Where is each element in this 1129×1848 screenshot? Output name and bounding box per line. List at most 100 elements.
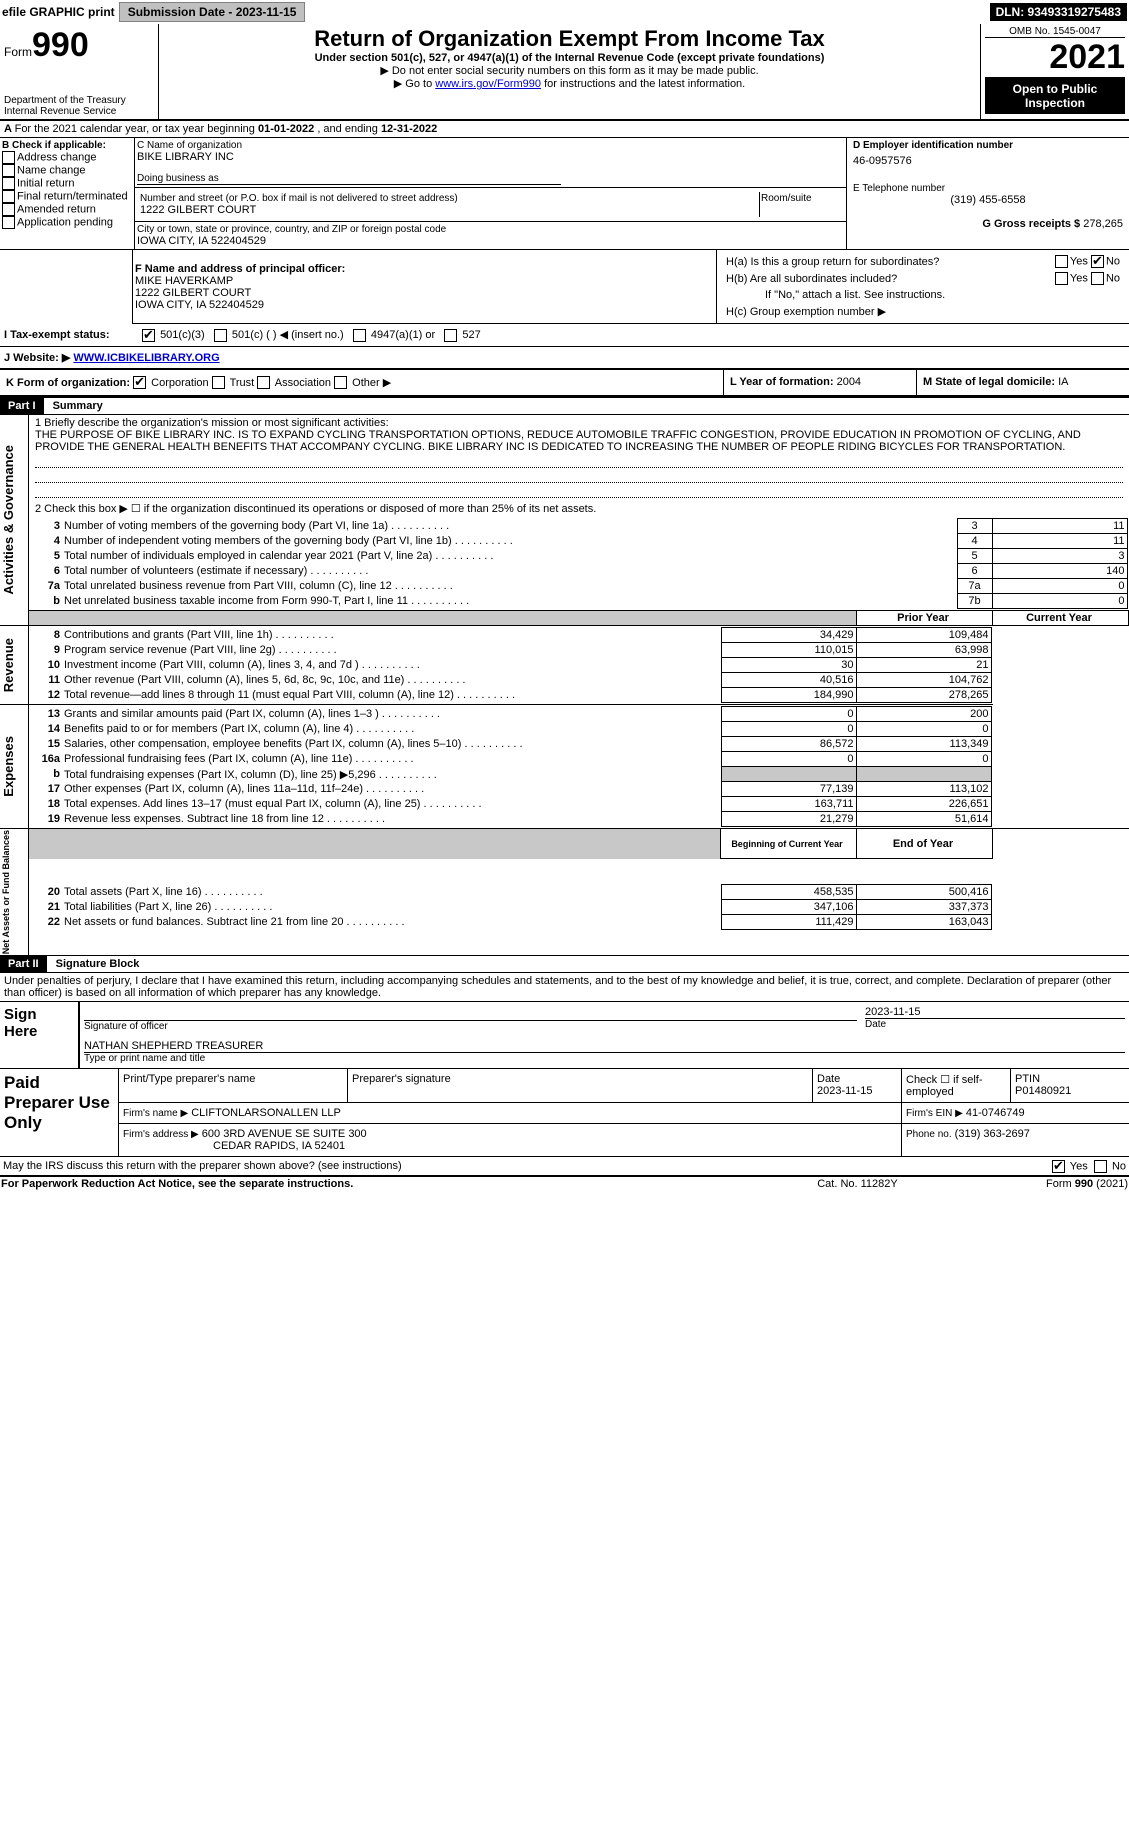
addr-label: Number and street (or P.O. box if mail i… <box>140 193 756 204</box>
ssn-note: ▶ Do not enter social security numbers o… <box>163 64 976 77</box>
chk-initial-lbl: Initial return <box>17 177 74 189</box>
c-name-label: C Name of organization <box>137 140 844 151</box>
org-name: BIKE LIBRARY INC <box>137 151 844 163</box>
a-end: 12-31-2022 <box>381 123 437 135</box>
firm-addr2: CEDAR RAPIDS, IA 52401 <box>123 1140 345 1152</box>
q1: 1 Briefly describe the organization's mi… <box>35 417 1123 429</box>
declaration: Under penalties of perjury, I declare th… <box>0 973 1129 1002</box>
hb-yes[interactable] <box>1055 272 1068 285</box>
i-501c[interactable] <box>214 329 227 342</box>
ha-yes[interactable] <box>1055 255 1068 268</box>
part1-title: Summary <box>47 400 103 412</box>
firm-name: CLIFTONLARSONALLEN LLP <box>191 1107 341 1119</box>
officer-name: MIKE HAVERKAMP <box>135 275 714 287</box>
form-subtitle: Under section 501(c), 527, or 4947(a)(1)… <box>163 52 976 64</box>
irs-link[interactable]: www.irs.gov/Form990 <box>435 78 541 90</box>
hb-no[interactable] <box>1091 272 1104 285</box>
may-yes-lbl: Yes <box>1070 1161 1088 1173</box>
may-yes[interactable] <box>1052 1160 1065 1173</box>
may-no[interactable] <box>1094 1160 1107 1173</box>
side-net: Net Assets or Fund Balances <box>1 830 11 954</box>
part1-tag: Part I <box>0 398 44 414</box>
footer-year: 2021 <box>1100 1178 1124 1190</box>
chk-amended[interactable]: Amended return <box>2 203 132 216</box>
k-other[interactable] <box>334 376 347 389</box>
i-501c3[interactable] <box>142 329 155 342</box>
hb-no-lbl: No <box>1106 272 1120 284</box>
summary-row: 13 Grants and similar amounts paid (Part… <box>30 707 991 722</box>
summary-row: 22 Net assets or fund balances. Subtract… <box>30 915 991 930</box>
k-label: K Form of organization: <box>6 377 130 389</box>
k-corp[interactable] <box>133 376 146 389</box>
j-label: J Website: ▶ <box>4 352 70 364</box>
chk-namechange[interactable]: Name change <box>2 164 132 177</box>
chk-address[interactable]: Address change <box>2 151 132 164</box>
m-val: IA <box>1058 376 1068 388</box>
f-label: F Name and address of principal officer: <box>135 263 714 275</box>
officer-name-title: NATHAN SHEPHERD TREASURER <box>84 1040 1125 1053</box>
col-prior: Prior Year <box>857 611 993 626</box>
col-curr: Current Year <box>993 611 1129 626</box>
chk-pending[interactable]: Application pending <box>2 216 132 229</box>
i-501c-lbl: 501(c) ( ) ◀ (insert no.) <box>232 329 344 341</box>
sig-officer-lbl: Signature of officer <box>84 1021 857 1032</box>
summary-row: 21 Total liabilities (Part X, line 26) 3… <box>30 900 991 915</box>
officer-addr2: IOWA CITY, IA 522404529 <box>135 299 714 311</box>
room-label: Room/suite <box>759 192 842 217</box>
sign-here: Sign Here <box>0 1002 79 1069</box>
chk-pending-lbl: Application pending <box>17 216 113 228</box>
i-527[interactable] <box>444 329 457 342</box>
summary-row: 20 Total assets (Part X, line 16) 458,53… <box>30 885 991 900</box>
sig-date-lbl: Date <box>865 1019 1125 1030</box>
summary-row: 18 Total expenses. Add lines 13–17 (must… <box>30 797 991 812</box>
m-label: M State of legal domicile: <box>923 376 1055 388</box>
may-discuss: May the IRS discuss this return with the… <box>3 1160 402 1172</box>
part2-tag: Part II <box>0 956 47 972</box>
firm-ein-lbl: Firm's EIN ▶ <box>906 1108 963 1119</box>
side-expenses: Expenses <box>1 736 16 797</box>
summary-row: 7a Total unrelated business revenue from… <box>30 579 1127 594</box>
footer-right: Form 990 (2021) <box>947 1177 1129 1191</box>
k-assoc[interactable] <box>257 376 270 389</box>
dept-label: Department of the Treasury <box>4 95 154 106</box>
firm-phone: (319) 363-2697 <box>955 1128 1030 1140</box>
summary-row: 9 Program service revenue (Part VIII, li… <box>30 643 991 658</box>
d-label: D Employer identification number <box>853 140 1123 151</box>
a-pre: For the 2021 calendar year, or tax year … <box>15 123 258 135</box>
hb-yes-lbl: Yes <box>1070 272 1088 284</box>
firm-name-lbl: Firm's name ▶ <box>123 1108 188 1119</box>
col-end: End of Year <box>857 829 993 859</box>
irs-label: Internal Revenue Service <box>4 106 154 117</box>
ha-label: H(a) Is this a group return for subordin… <box>725 254 1025 269</box>
chk-initial[interactable]: Initial return <box>2 177 132 190</box>
i-4947[interactable] <box>353 329 366 342</box>
ptin-lbl: PTIN <box>1015 1073 1040 1085</box>
i-527-lbl: 527 <box>462 329 480 341</box>
g-label: G Gross receipts $ <box>982 218 1080 230</box>
i-4947-lbl: 4947(a)(1) or <box>371 329 435 341</box>
q2: 2 Check this box ▶ ☐ if the organization… <box>29 500 1129 517</box>
k-trust[interactable] <box>212 376 225 389</box>
ha-no-lbl: No <box>1106 255 1120 267</box>
pt-name-lbl: Print/Type preparer's name <box>119 1069 348 1103</box>
l-val: 2004 <box>837 376 861 388</box>
summary-row: 14 Benefits paid to or for members (Part… <box>30 722 991 737</box>
name-title-lbl: Type or print name and title <box>84 1053 1125 1064</box>
footer-mid: Cat. No. 11282Y <box>768 1177 947 1191</box>
submission-date-button[interactable]: Submission Date - 2023-11-15 <box>119 2 306 22</box>
open-to-public: Open to Public Inspection <box>985 78 1125 114</box>
summary-row: 19 Revenue less expenses. Subtract line … <box>30 812 991 827</box>
l-label: L Year of formation: <box>730 376 834 388</box>
city-label: City or town, state or province, country… <box>137 224 844 235</box>
pt-sig-lbl: Preparer's signature <box>348 1069 813 1103</box>
chk-final[interactable]: Final return/terminated <box>2 190 132 203</box>
ha-no[interactable] <box>1091 255 1104 268</box>
hb-label: H(b) Are all subordinates included? <box>725 271 1025 286</box>
summary-row: 5 Total number of individuals employed i… <box>30 549 1127 564</box>
chk-address-lbl: Address change <box>17 151 97 163</box>
form-title: Return of Organization Exempt From Incom… <box>163 26 976 52</box>
side-revenue: Revenue <box>1 638 16 692</box>
tax-year: 2021 <box>985 38 1125 78</box>
a-begin: 01-01-2022 <box>258 123 314 135</box>
website-link[interactable]: WWW.ICBIKELIBRARY.ORG <box>73 352 219 364</box>
